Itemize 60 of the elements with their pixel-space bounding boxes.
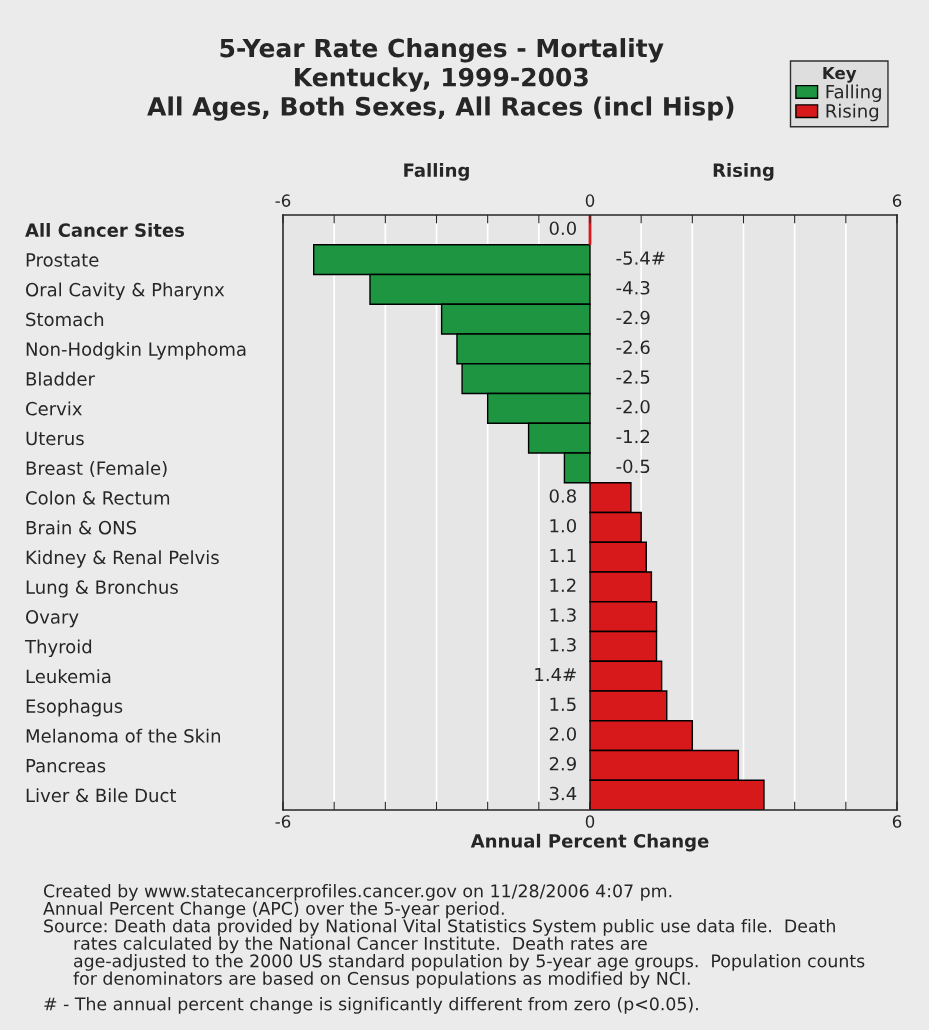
- text: 2.0: [549, 727, 577, 741]
- text: age-adjusted to the 2000 US standard population by 5-year age groups. Population counts: [74, 954, 865, 971]
- text: 2.9: [549, 756, 576, 771]
- text: 1.3: [550, 637, 576, 652]
- y-tick-label: Thyroid: [24, 639, 92, 657]
- legend-label: Falling: [826, 84, 881, 102]
- x-tick-label: -6: [275, 815, 291, 828]
- text: -4.3: [616, 280, 650, 295]
- y-tick-label: Melanoma of the Skin: [26, 728, 221, 743]
- x-tick-label: 6: [892, 815, 902, 828]
- y-tick-label: Leukemia: [26, 669, 111, 684]
- y-tick-label: Pancreas: [26, 759, 106, 773]
- text: -2.6: [616, 340, 650, 355]
- text: -0.5: [616, 459, 650, 474]
- text: rates calculated by the National Cancer Institute. Death rates are: [74, 936, 647, 954]
- y-tick-label: Brain & ONS: [26, 520, 137, 535]
- y-tick-label: Stomach: [26, 312, 104, 327]
- y-tick-label: Ovary: [26, 610, 79, 628]
- text: Rising: [713, 163, 774, 181]
- y-tick-label: Cervix: [26, 401, 82, 416]
- text: Created by www.statecancerprofiles.cancer.gov on 11/28/2006 4:07 pm.: [43, 884, 672, 901]
- y-tick-label: Breast (Female): [26, 461, 167, 478]
- y-tick-label: Lung & Bronchus: [26, 580, 178, 598]
- text: 1.5: [550, 697, 576, 712]
- x-tick-label: 0: [585, 815, 595, 828]
- text: 3.4: [549, 786, 577, 801]
- text: -5.4#: [616, 251, 665, 265]
- text: Falling: [404, 163, 469, 181]
- legend-title: Key: [823, 66, 857, 83]
- text: -2.5: [616, 370, 650, 384]
- text: for denominators are based on Census populations as modified by NCI.: [73, 971, 690, 989]
- text: -2.0: [616, 399, 650, 414]
- y-tick-label: Oral Cavity & Pharynx: [26, 282, 225, 300]
- y-tick-label: Colon & Rectum: [26, 490, 170, 505]
- text: 1.1: [550, 548, 576, 563]
- chart-title: 5-Year Rate Changes - Mortality Kentucky, 1999-2003 All Ages, Both Sexes, All Races (incl Hisp): [147, 38, 734, 121]
- y-tick-label: Non-Hodgkin Lymphoma: [26, 342, 246, 360]
- y-tick-label: Bladder: [26, 371, 95, 386]
- x-axis-title: Annual Percent Change: [470, 833, 709, 852]
- text: 1.2: [550, 578, 576, 592]
- text: -1.2: [616, 429, 649, 444]
- text: # - The annual percent change is significantly different from zero (p<0.05).: [44, 997, 698, 1014]
- source-note: Source: Death data provided by National Vital Statistics System public use data file. Death: [44, 919, 835, 936]
- x2-tick-label: -6: [275, 194, 291, 207]
- text: -2.9: [616, 310, 650, 325]
- text: 0.0: [549, 221, 577, 236]
- x2-tick-label: 6: [892, 194, 902, 207]
- y-tick-label: Esophagus: [26, 699, 123, 717]
- x2-tick-label: 0: [585, 194, 595, 207]
- text: 0.8: [549, 489, 576, 503]
- text: Annual Percent Change (APC) over the 5-year period.: [43, 901, 504, 919]
- y-tick-label: All Cancer Sites: [25, 223, 185, 237]
- y-tick-label: Liver & Bile Duct: [26, 788, 177, 803]
- y-tick-label: Prostate: [26, 253, 99, 267]
- text: 1.3: [550, 608, 576, 622]
- y-tick-label: Uterus: [26, 431, 84, 446]
- y-tick-label: Kidney & Renal Pelvis: [26, 550, 219, 568]
- text: 1.4#: [535, 667, 576, 682]
- legend-label: Rising: [826, 103, 879, 122]
- text: 1.0: [550, 518, 577, 533]
